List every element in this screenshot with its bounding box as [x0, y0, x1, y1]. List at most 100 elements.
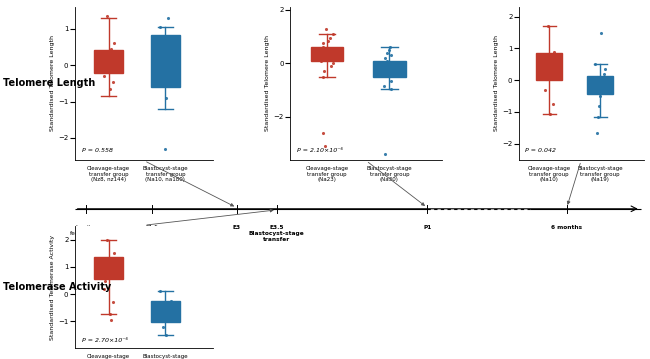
Y-axis label: Standardised Telomere Length: Standardised Telomere Length [494, 36, 499, 131]
Point [543, 23, 553, 29]
PathPatch shape [587, 76, 614, 94]
Text: E3: E3 [233, 225, 241, 230]
Point [380, 151, 391, 157]
Point [545, 111, 556, 116]
Point [384, 73, 395, 78]
Point [323, 38, 333, 43]
Point [108, 299, 118, 305]
Point [109, 41, 119, 46]
Point [600, 66, 610, 72]
Y-axis label: Standardised Telomere Length: Standardised Telomere Length [50, 36, 55, 131]
Text: P = 2.70×10⁻⁶: P = 2.70×10⁻⁶ [82, 338, 127, 343]
Point [106, 317, 116, 323]
Point [102, 237, 112, 243]
Point [99, 270, 110, 275]
Point [384, 63, 394, 69]
Point [108, 79, 118, 84]
Point [166, 39, 176, 45]
Point [547, 57, 557, 62]
Point [325, 35, 335, 41]
Point [540, 87, 550, 93]
Point [318, 41, 328, 46]
PathPatch shape [151, 36, 180, 87]
Point [157, 53, 167, 59]
Point [316, 58, 326, 64]
Text: In vitro
fertilization: In vitro fertilization [70, 225, 103, 236]
PathPatch shape [373, 61, 406, 77]
Point [105, 261, 115, 267]
Text: P1: P1 [423, 225, 432, 230]
Point [106, 46, 116, 52]
Point [590, 61, 601, 67]
Point [155, 288, 165, 294]
Point [593, 88, 603, 94]
Point [385, 86, 396, 92]
Point [102, 13, 112, 19]
Point [324, 55, 335, 61]
Point [592, 130, 602, 135]
Text: 6 months: 6 months [551, 225, 582, 230]
Point [378, 83, 389, 89]
Point [385, 78, 396, 84]
Point [99, 66, 110, 72]
Point [546, 60, 556, 66]
Point [380, 69, 391, 74]
Point [383, 60, 393, 66]
Point [328, 60, 338, 66]
Point [159, 146, 170, 151]
Point [592, 74, 603, 80]
Point [318, 74, 328, 80]
Point [157, 59, 167, 65]
Point [158, 80, 168, 86]
Text: P = 0.558: P = 0.558 [82, 149, 112, 153]
Point [382, 50, 392, 56]
Point [384, 47, 394, 53]
PathPatch shape [536, 53, 562, 80]
Point [157, 70, 167, 75]
Text: E3.5
Blastocyst-stage
transfer: E3.5 Blastocyst-stage transfer [249, 225, 305, 242]
Point [157, 313, 167, 318]
Point [385, 45, 395, 50]
Text: Telomerase Activity: Telomerase Activity [3, 282, 112, 292]
Point [99, 278, 110, 283]
Point [599, 71, 609, 77]
Text: Telomere Length: Telomere Length [3, 78, 96, 88]
Point [105, 311, 115, 316]
Point [320, 26, 331, 32]
Point [323, 52, 333, 58]
Point [328, 31, 338, 37]
Point [109, 251, 119, 256]
Point [592, 84, 602, 89]
Point [318, 69, 329, 74]
Point [541, 71, 551, 77]
Point [545, 63, 556, 69]
Point [164, 47, 174, 53]
Text: P = 2.10×10⁻⁶: P = 2.10×10⁻⁶ [298, 149, 343, 153]
Point [162, 15, 173, 21]
Point [548, 101, 558, 107]
Point [106, 256, 116, 262]
Point [157, 316, 167, 321]
Y-axis label: Standardised Telomere Length: Standardised Telomere Length [265, 36, 270, 131]
Point [541, 76, 551, 81]
Point [320, 143, 330, 149]
Point [593, 114, 603, 120]
Point [595, 93, 606, 99]
Point [318, 130, 328, 136]
Point [380, 55, 390, 61]
Point [592, 79, 602, 85]
PathPatch shape [151, 301, 180, 322]
Text: P = 0.042: P = 0.042 [525, 149, 556, 153]
Point [388, 66, 398, 71]
Point [155, 24, 165, 30]
Point [318, 45, 328, 50]
PathPatch shape [94, 257, 124, 279]
Point [99, 286, 109, 292]
Point [105, 55, 115, 61]
Y-axis label: Standardised Telomerase Activity: Standardised Telomerase Activity [50, 235, 55, 340]
Point [594, 103, 604, 108]
PathPatch shape [311, 47, 343, 61]
Point [596, 30, 606, 36]
Point [99, 73, 109, 79]
Point [317, 47, 327, 53]
